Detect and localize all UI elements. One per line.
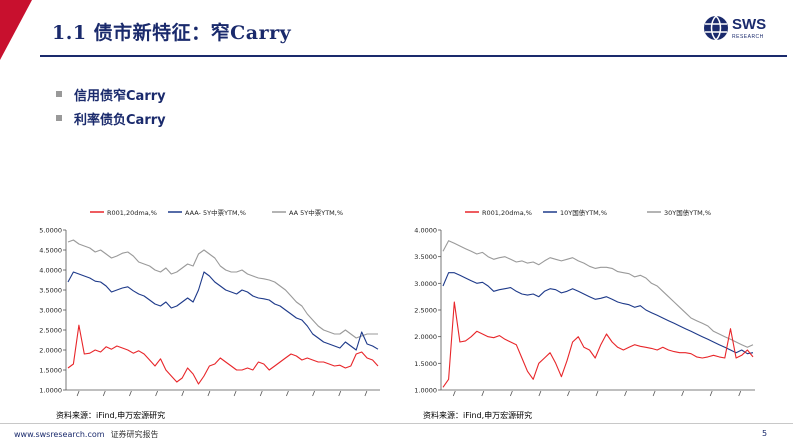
logo-subtext: RESEARCH <box>732 34 764 40</box>
legend-item: AAA- 5Y中票YTM,% <box>168 208 246 217</box>
x-tick <box>624 390 627 397</box>
y-tick-label: 2.0000 <box>39 347 62 355</box>
x-tick <box>509 390 513 397</box>
bullet-text: 信用债窄Carry <box>74 88 166 104</box>
disclaimer-text: 证券研究报告 <box>110 430 159 439</box>
x-tick <box>207 390 211 397</box>
series-line <box>67 324 379 385</box>
y-tick-label: 1.5000 <box>39 367 62 375</box>
x-tick <box>181 390 185 397</box>
logo-text: SWS <box>732 16 767 33</box>
y-tick-label: 4.5000 <box>39 247 62 255</box>
series-line <box>442 272 754 355</box>
bullet-text: 利率债负Carry <box>74 112 166 128</box>
legend-label: 10Y国债YTM,% <box>560 208 607 217</box>
legend-item: R001,20dma,% <box>465 209 532 217</box>
y-tick-label: 1.0000 <box>39 387 62 395</box>
series-line <box>67 239 378 339</box>
legend-label: AAA- 5Y中票YTM,% <box>185 208 246 217</box>
y-tick-label: 3.5000 <box>414 253 437 261</box>
globe-icon <box>704 15 728 42</box>
x-tick <box>364 390 368 397</box>
chart-source-left: 资料来源：iFind,申万宏源研究 <box>56 411 166 420</box>
x-tick <box>338 390 342 397</box>
series-line <box>67 271 379 351</box>
rates-bond-chart-svg: R001,20dma,% 10Y国债YTM,% 30Y国债YTM,% 1.0000 1.… <box>414 208 755 397</box>
y-tick-label: 1.5000 <box>414 360 437 368</box>
footer: www.swsresearch.com 证券研究报告 5 <box>0 423 793 446</box>
square-bullet-icon <box>56 91 62 97</box>
y-tick-label: 5.0000 <box>39 227 62 235</box>
y-tick-label: 2.5000 <box>414 307 437 315</box>
y-tick-label: 1.0000 <box>414 387 437 395</box>
page-number: 5 <box>762 429 768 438</box>
x-tick <box>709 390 713 397</box>
x-tick <box>286 390 289 397</box>
y-tick-label: 2.5000 <box>39 327 62 335</box>
x-tick <box>312 390 315 397</box>
x-tick <box>538 390 542 397</box>
x-tick <box>155 390 158 397</box>
y-tick-label: 3.0000 <box>39 307 62 315</box>
x-tick <box>681 390 685 397</box>
series-line <box>442 301 754 388</box>
page-title: 1.1 债市新特征：窄Carry <box>52 22 292 44</box>
x-tick <box>481 390 485 397</box>
legend-item: 10Y国债YTM,% <box>543 208 607 217</box>
legend-item: R001,20dma,% <box>90 209 157 217</box>
footer-divider <box>0 423 793 424</box>
x-tick <box>76 390 80 397</box>
y-tick-label: 3.0000 <box>414 280 437 288</box>
credit-bond-chart-svg: R001,20dma,% AAA- 5Y中票YTM,% AA 5Y中票YTM,% 1.… <box>39 208 380 397</box>
x-tick <box>233 390 237 397</box>
x-tick <box>102 390 106 397</box>
legend-label: R001,20dma,% <box>482 209 532 217</box>
x-tick <box>452 390 456 397</box>
x-tick <box>595 390 599 397</box>
footer-left: www.swsresearch.com 证券研究报告 <box>14 429 159 440</box>
rates-bond-chart: R001,20dma,% 10Y国债YTM,% 30Y国债YTM,% 1.0000 1.… <box>395 200 765 400</box>
y-tick-label: 4.0000 <box>39 267 62 275</box>
bullet-list: 信用债窄Carry 利率债负Carry <box>56 82 166 130</box>
red-corner-accent <box>0 0 32 60</box>
square-bullet-icon <box>56 115 62 121</box>
legend-label: AA 5Y中票YTM,% <box>289 208 343 217</box>
legend-item: 30Y国债YTM,% <box>647 208 711 217</box>
bullet-item: 利率债负Carry <box>56 106 166 130</box>
chart-source-right: 资料来源：iFind,申万宏源研究 <box>423 411 533 420</box>
x-tick <box>259 390 263 397</box>
y-tick-label: 3.5000 <box>39 287 62 295</box>
x-tick <box>738 390 742 397</box>
y-tick-label: 4.0000 <box>414 227 437 235</box>
y-tick-label: 2.0000 <box>414 333 437 341</box>
x-tick <box>652 390 656 397</box>
series-line <box>442 240 754 348</box>
x-tick <box>567 390 570 397</box>
legend-item: AA 5Y中票YTM,% <box>272 208 343 217</box>
sws-logo: SWS RESEARCH <box>702 14 782 46</box>
credit-bond-chart: R001,20dma,% AAA- 5Y中票YTM,% AA 5Y中票YTM,% 1.… <box>20 200 390 400</box>
bullet-item: 信用债窄Carry <box>56 82 166 106</box>
title-bar: 1.1 债市新特征：窄Carry SWS RESEARCH <box>0 0 793 64</box>
title-divider <box>40 55 787 57</box>
legend-label: 30Y国债YTM,% <box>664 208 711 217</box>
legend-label: R001,20dma,% <box>107 209 157 217</box>
website-link[interactable]: www.swsresearch.com <box>14 430 105 439</box>
x-tick <box>129 390 132 397</box>
